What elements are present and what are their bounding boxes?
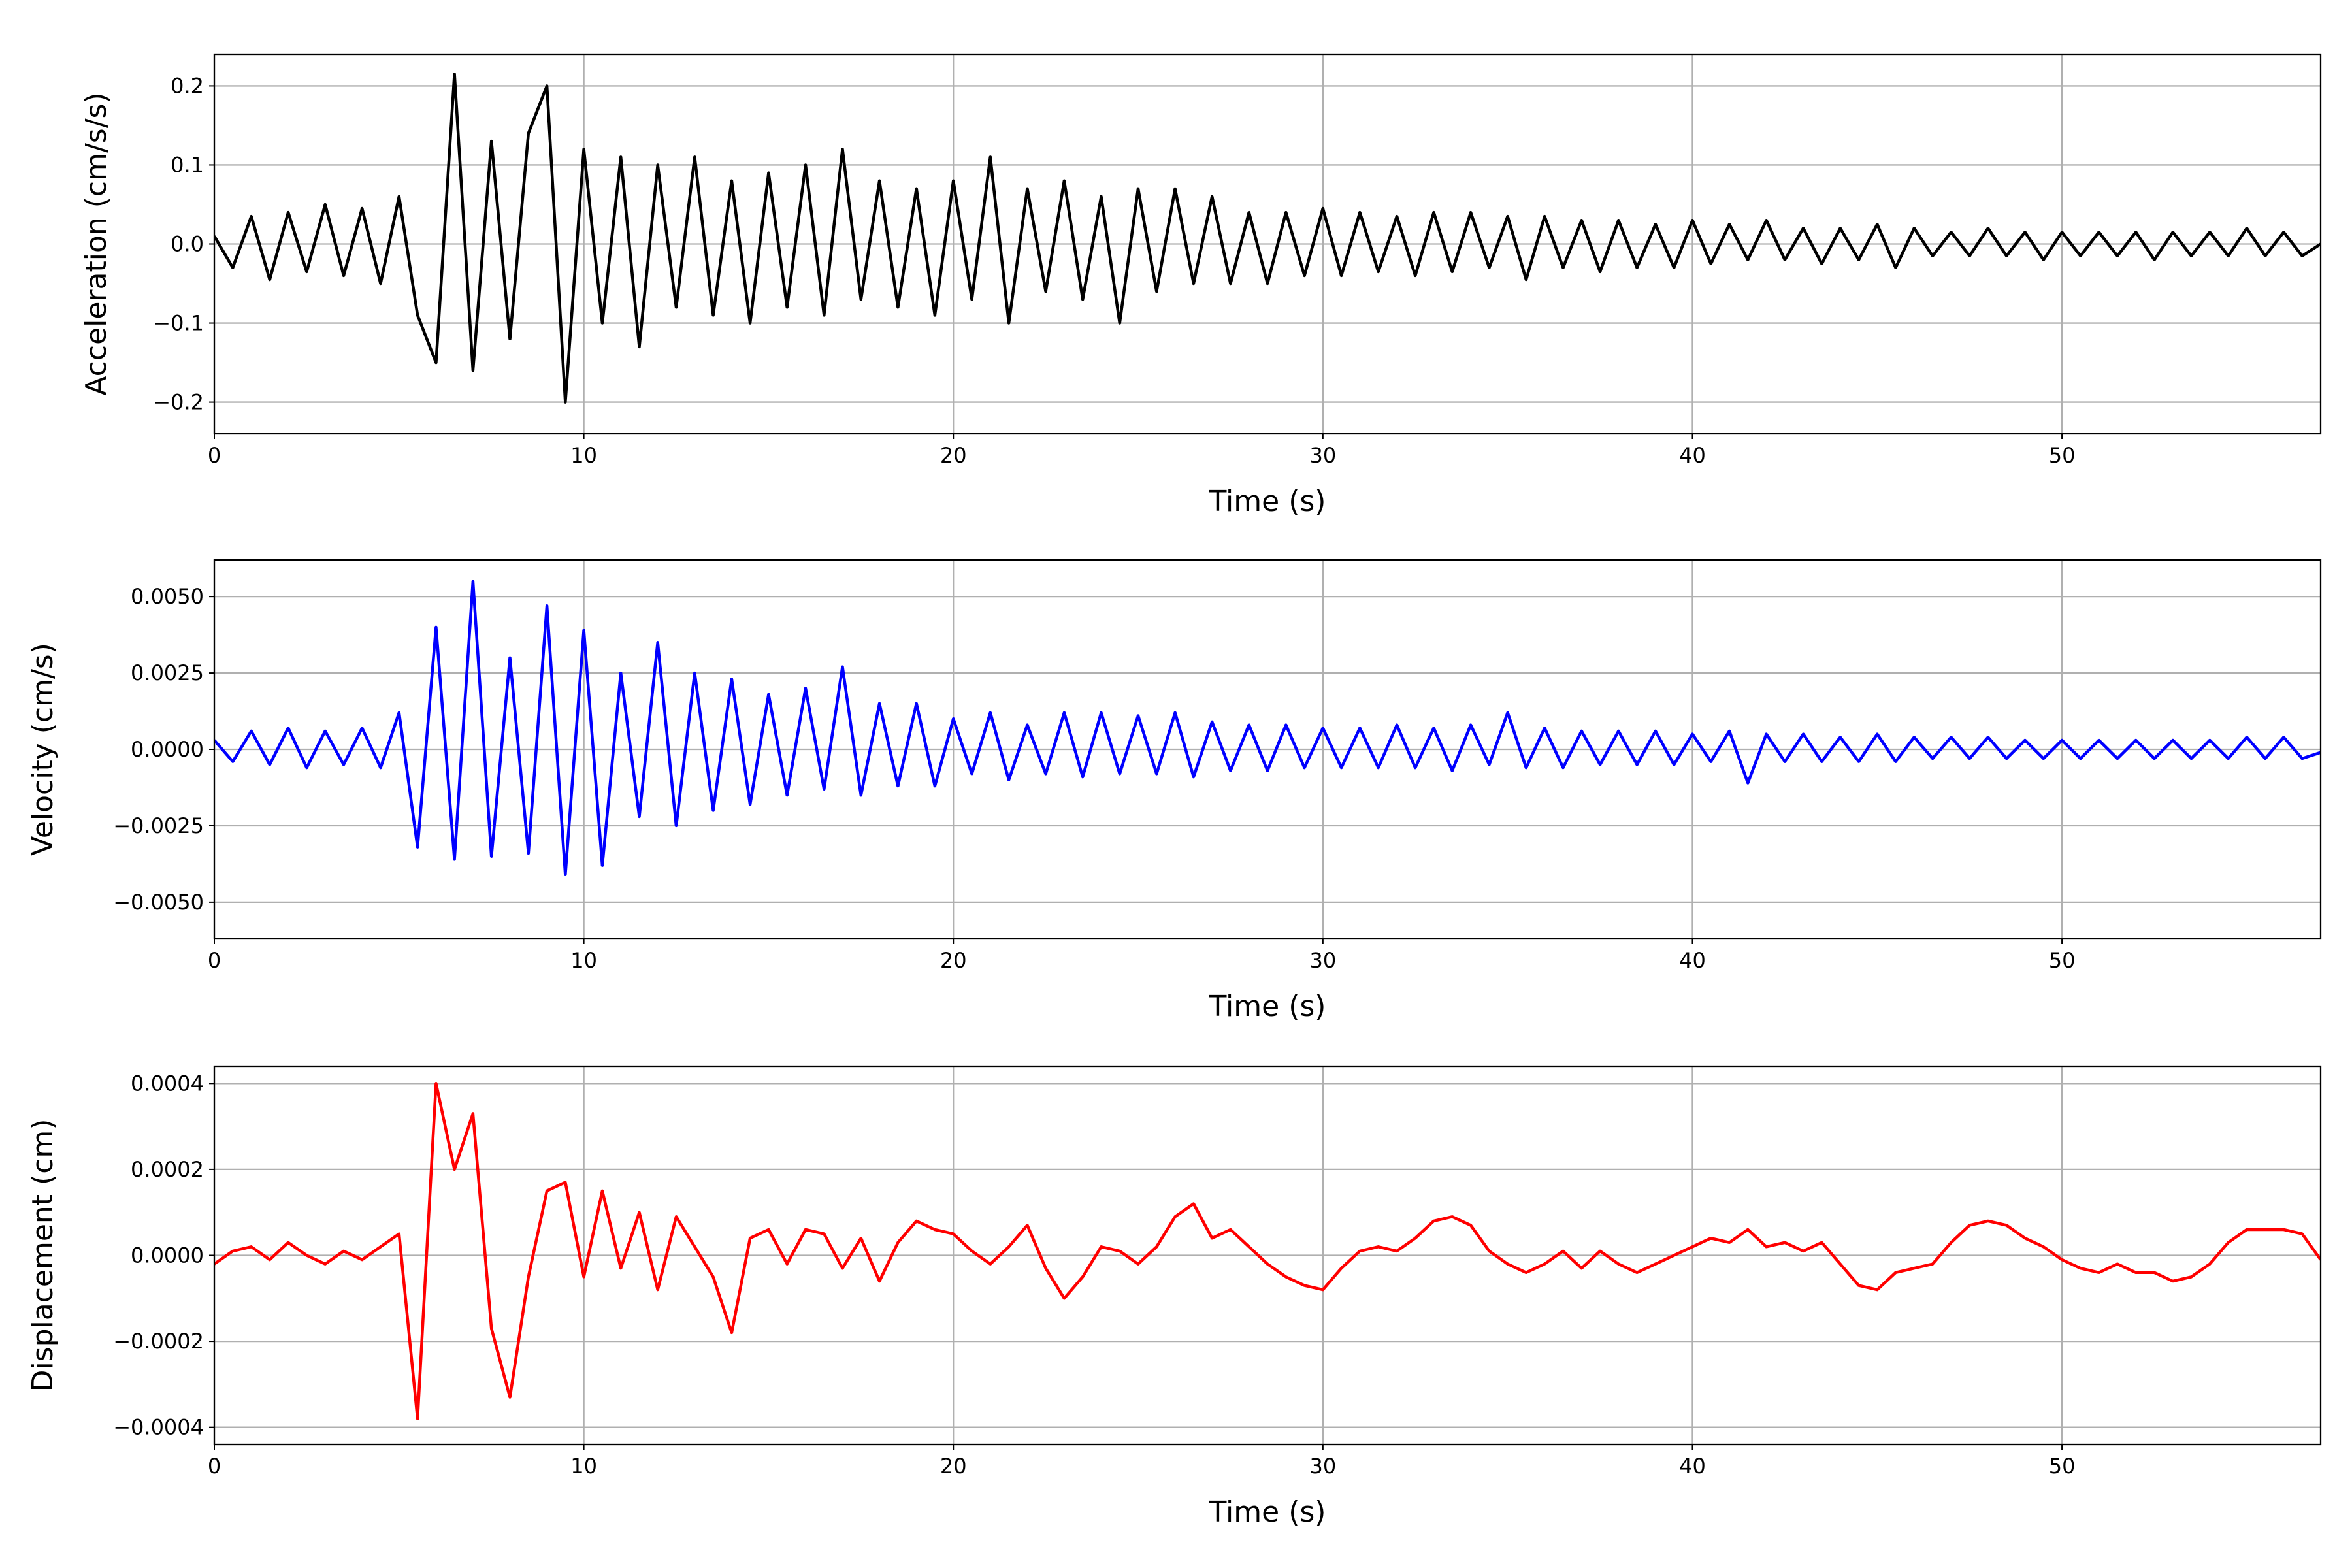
data-line [214, 580, 2321, 877]
plot-frame [213, 559, 2322, 940]
y-tick-label: 0.0002 [131, 1157, 204, 1182]
y-tick-label: −0.2 [153, 390, 204, 415]
y-tick-label: 0.0050 [131, 584, 204, 609]
y-tick-label: −0.1 [153, 311, 204, 336]
x-tick-label: 0 [208, 948, 221, 973]
y-axis-label: Velocity (cm/s) [26, 643, 59, 856]
data-line [214, 73, 2321, 404]
y-tick-label: −0.0025 [113, 813, 204, 838]
x-tick-label: 30 [1309, 443, 1336, 468]
x-tick-label: 20 [940, 1454, 967, 1478]
x-tick-label: 20 [940, 443, 967, 468]
x-axis-label: Time (s) [1209, 990, 1326, 1023]
x-tick-label: 40 [1679, 948, 1706, 973]
y-axis-label: Acceleration (cm/s/s) [80, 92, 113, 395]
y-tick-label: 0.2 [171, 73, 204, 98]
y-tick-label: −0.0004 [113, 1415, 204, 1440]
y-tick-label: 0.0025 [131, 661, 204, 685]
x-tick-label: 20 [940, 948, 967, 973]
y-tick-label: 0.1 [171, 152, 204, 177]
x-tick-label: 50 [2049, 1454, 2076, 1478]
x-tick-label: 0 [208, 443, 221, 468]
x-tick-label: 10 [570, 948, 597, 973]
x-tick-label: 40 [1679, 443, 1706, 468]
y-tick-label: −0.0002 [113, 1329, 204, 1354]
x-tick-label: 0 [208, 1454, 221, 1478]
x-tick-label: 40 [1679, 1454, 1706, 1478]
y-tick-label: 0.0000 [131, 1243, 204, 1268]
x-tick-label: 10 [570, 1454, 597, 1478]
x-axis-label: Time (s) [1209, 1495, 1326, 1529]
x-tick-label: 50 [2049, 443, 2076, 468]
y-tick-label: 0.0000 [131, 737, 204, 762]
x-tick-label: 10 [570, 443, 597, 468]
x-tick-label: 30 [1309, 948, 1336, 973]
y-tick-label: 0.0 [171, 232, 204, 257]
plot-frame [213, 53, 2322, 435]
x-tick-label: 30 [1309, 1454, 1336, 1478]
y-tick-label: −0.0050 [113, 890, 204, 915]
x-axis-label: Time (s) [1209, 485, 1326, 518]
x-tick-label: 50 [2049, 948, 2076, 973]
y-tick-label: 0.0004 [131, 1071, 204, 1096]
data-line [214, 1082, 2321, 1420]
plot-frame [213, 1065, 2322, 1446]
y-axis-label: Displacement (cm) [26, 1119, 59, 1392]
